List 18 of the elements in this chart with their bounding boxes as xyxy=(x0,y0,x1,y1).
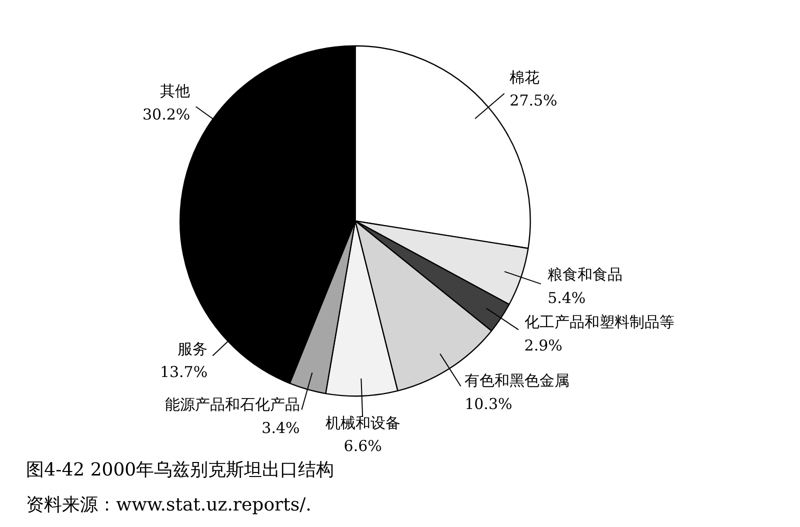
data-label: 3.4% xyxy=(262,419,300,438)
data-label: 13.7% xyxy=(160,363,208,382)
data-label: 6.6% xyxy=(344,437,382,456)
slice-label: 棉花 xyxy=(510,68,540,86)
data-label: 5.4% xyxy=(548,288,586,307)
text: 图4-42 2000年乌兹别克斯坦出口结构 xyxy=(26,460,334,481)
slice-label: 机械和设备 xyxy=(325,414,400,432)
data-label: 27.5% xyxy=(510,92,558,110)
slice-label: 能源产品和石化产品 xyxy=(164,396,300,414)
data-label: 30.2% xyxy=(142,105,190,124)
data-label: 2.9% xyxy=(524,336,562,354)
slice-label: 化工产品和塑料制品等 xyxy=(524,312,674,331)
slice-label: 有色和黑色金属 xyxy=(464,371,570,390)
text: 资料来源：www.stat.uz.reports/. xyxy=(26,494,312,516)
slice-label: 服务 xyxy=(178,340,208,358)
data-label: 10.3% xyxy=(464,394,512,413)
slice-label: 粮食和食品 xyxy=(548,265,623,284)
slice-label: 其他 xyxy=(160,82,190,100)
